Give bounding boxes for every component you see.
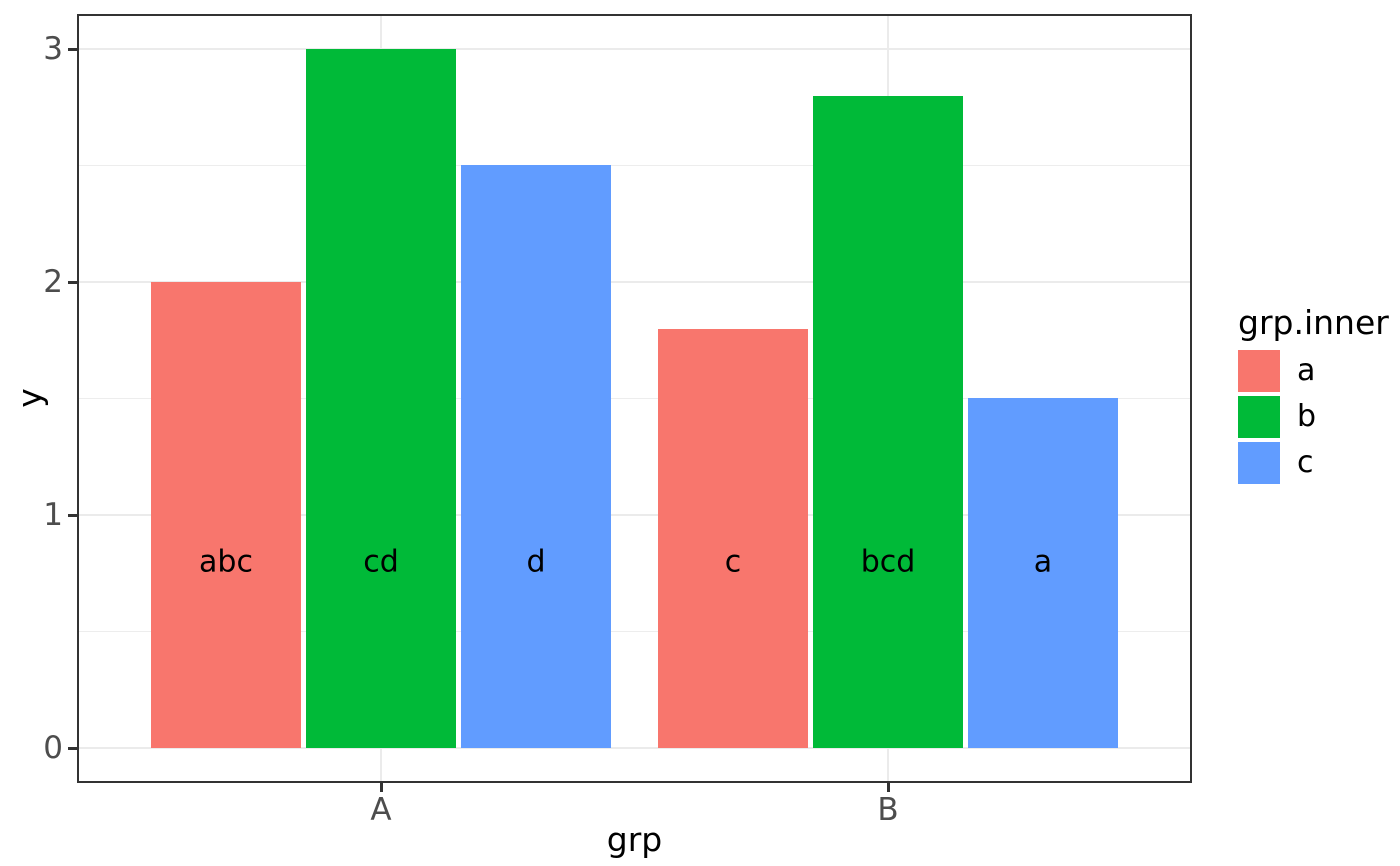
bar-label: abc — [199, 544, 253, 580]
x-axis-tick — [886, 783, 890, 792]
gridline-y-minor — [77, 398, 1192, 399]
x-axis-tick — [379, 783, 383, 792]
bar-B-a — [658, 329, 808, 748]
y-axis-title: y — [10, 388, 49, 408]
bar-label: cd — [363, 544, 399, 580]
y-axis-tick — [68, 280, 77, 284]
legend-label: a — [1297, 353, 1316, 388]
bar-A-c — [461, 165, 611, 748]
legend-item-a: a — [1238, 350, 1389, 392]
legend-title: grp.inner — [1238, 303, 1389, 342]
gridline-y-minor — [77, 165, 1192, 166]
bar-A-a — [151, 282, 301, 748]
bar-A-b — [306, 49, 456, 748]
bar-label: a — [1033, 544, 1053, 580]
x-axis-title: grp — [606, 820, 663, 859]
gridline-y-major — [77, 514, 1192, 516]
plot-panel: abc cd d c bcd a — [77, 14, 1192, 783]
legend-swatch-b — [1238, 396, 1280, 438]
y-tick-label: 1 — [43, 497, 63, 533]
bar-label: c — [724, 544, 742, 580]
y-axis-tick — [68, 746, 77, 750]
x-tick-label: A — [370, 792, 392, 828]
gridline-y-major — [77, 48, 1192, 50]
legend-item-c: c — [1238, 442, 1389, 484]
y-tick-label: 2 — [43, 264, 63, 300]
gridline-y-major — [77, 747, 1192, 749]
legend-label: c — [1297, 445, 1314, 480]
y-axis-tick — [68, 513, 77, 517]
legend-swatch-c — [1238, 442, 1280, 484]
bar-B-b — [813, 96, 963, 748]
x-tick-label: B — [877, 792, 899, 828]
y-axis-tick — [68, 47, 77, 51]
gridline-y-minor — [77, 631, 1192, 632]
bar-B-c — [968, 398, 1118, 748]
bar-label: d — [526, 544, 546, 580]
legend-item-b: b — [1238, 396, 1389, 438]
legend-swatch-a — [1238, 350, 1280, 392]
gridline-y-major — [77, 281, 1192, 283]
legend-label: b — [1297, 399, 1317, 434]
bar-label: bcd — [860, 544, 916, 580]
y-tick-label: 0 — [43, 730, 63, 766]
y-tick-label: 3 — [43, 31, 63, 67]
